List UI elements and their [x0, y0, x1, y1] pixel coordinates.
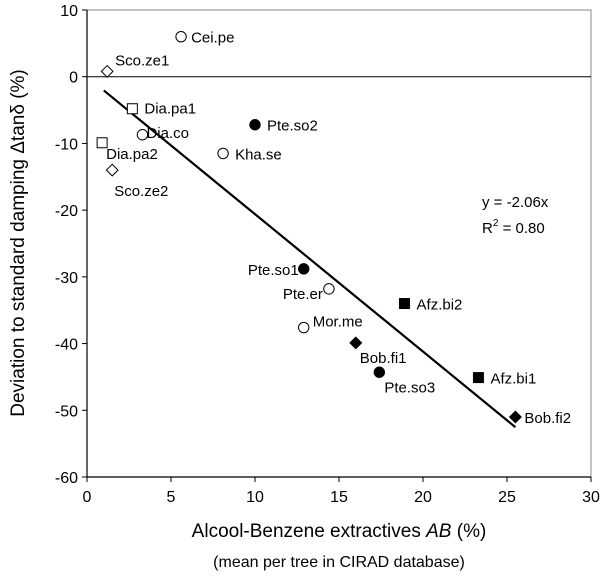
x-axis-label: Alcool-Benzene extractives AB (%)	[192, 521, 487, 542]
y-tick-label: -10	[55, 136, 78, 153]
r2-sup: 2	[493, 218, 499, 229]
data-point	[472, 372, 484, 384]
point-label: Dia.pa1	[144, 101, 196, 118]
data-point	[100, 64, 114, 78]
point-label: Sco.ze1	[115, 52, 169, 69]
y-axis-label: Deviation to standard damping Δtanδ (%)	[8, 69, 29, 417]
y-tick-label: -30	[55, 270, 78, 287]
point-label: Pte.so3	[384, 379, 435, 396]
point-label: Pte.er	[283, 286, 323, 303]
point-label: Dia.co	[146, 125, 189, 142]
data-point	[323, 283, 335, 295]
data-point	[105, 163, 119, 177]
data-point	[136, 129, 149, 141]
y-tick-label: 10	[60, 3, 78, 20]
point-label: Mor.me	[313, 314, 363, 331]
point-label: Afz.bi1	[490, 371, 536, 388]
data-point	[399, 298, 411, 310]
x-axis-label-italic: AB	[425, 521, 452, 542]
x-tick-label: 30	[582, 489, 600, 506]
r2-suffix: = 0.80	[498, 220, 544, 237]
y-tick-label: -20	[55, 203, 78, 220]
data-point	[175, 30, 187, 43]
point-label: Pte.so2	[267, 118, 318, 135]
data-point	[298, 263, 310, 275]
regression-line	[103, 89, 517, 429]
x-tick-label: 20	[414, 489, 432, 506]
r2-label: R2 = 0.80	[482, 218, 545, 237]
r2-prefix: R	[482, 220, 493, 237]
x-tick-label: 15	[330, 489, 348, 506]
x-tick-label: 0	[83, 489, 92, 506]
x-tick-label: 10	[246, 489, 264, 506]
point-label: Pte.so1	[248, 262, 299, 279]
data-point	[249, 119, 261, 131]
plot-area	[86, 9, 592, 478]
point-label: Sco.ze2	[114, 183, 168, 200]
x-axis-sublabel: (mean per tree in CIRAD database)	[213, 554, 465, 571]
point-label: Bob.fi1	[360, 350, 407, 367]
x-tick-label: 5	[167, 489, 176, 506]
y-tick-label: 0	[69, 70, 78, 87]
data-point	[298, 321, 310, 334]
y-tick-label: -40	[55, 337, 78, 354]
data-point	[217, 147, 229, 160]
y-tick-label: -60	[55, 470, 78, 487]
point-label: Kha.se	[235, 146, 282, 163]
equation-label: y = -2.06x	[482, 194, 549, 211]
data-point	[96, 137, 108, 149]
point-label: Afz.bi2	[417, 297, 463, 314]
data-point	[126, 103, 138, 115]
point-label: Bob.fi2	[524, 410, 571, 427]
y-tick-label: -50	[55, 403, 78, 420]
data-point	[373, 366, 386, 378]
point-label: Cei.pe	[191, 30, 234, 47]
point-label: Dia.pa2	[106, 146, 158, 163]
x-axis-label-unit: (%)	[451, 521, 486, 542]
data-point	[349, 336, 363, 350]
x-tick-label: 25	[498, 489, 516, 506]
x-axis-label-main: Alcool-Benzene extractives	[192, 521, 426, 542]
data-point	[508, 410, 522, 424]
